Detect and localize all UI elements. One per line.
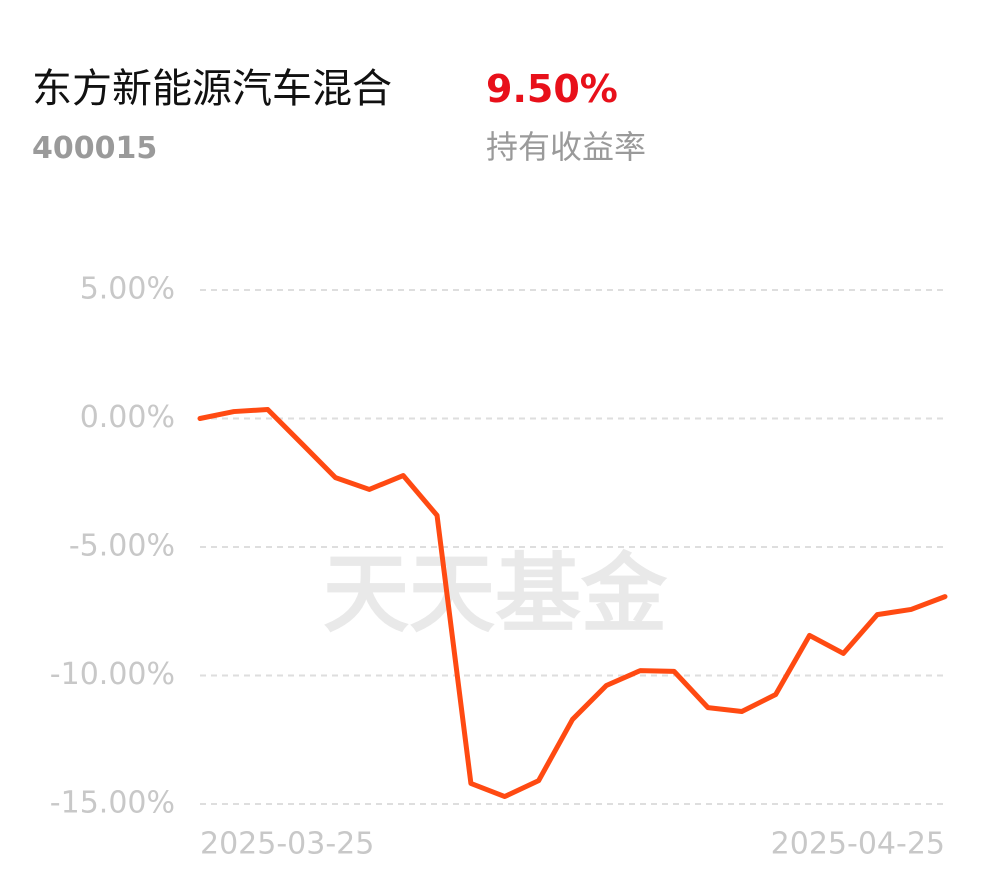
x-tick-label: 2025-04-25 <box>771 827 945 862</box>
fund-name: 东方新能源汽车混合 <box>32 66 392 112</box>
x-tick-label: 2025-03-25 <box>200 827 374 862</box>
return-value: 9.50% <box>486 67 618 111</box>
y-tick-label: 5.00% <box>80 272 175 307</box>
watermark: 天天基金 <box>323 544 668 644</box>
y-tick-label: -15.00% <box>50 786 175 821</box>
y-tick-label: -10.00% <box>50 657 175 692</box>
fund-code: 400015 <box>32 131 157 166</box>
y-tick-label: -5.00% <box>69 529 175 564</box>
line <box>197 407 948 800</box>
y-tick-label: 0.00% <box>80 400 175 435</box>
return-label: 持有收益率 <box>486 128 646 166</box>
